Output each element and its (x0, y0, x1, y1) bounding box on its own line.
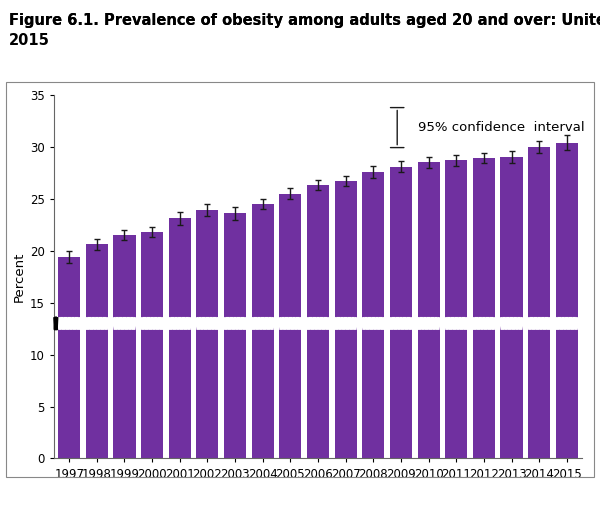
Bar (307, 186, 329, 458)
Bar (224, 213, 246, 458)
Y-axis label: Percent: Percent (13, 251, 26, 302)
Bar (196, 210, 218, 458)
Bar (528, 147, 550, 458)
Bar (445, 160, 467, 458)
Bar (390, 167, 412, 458)
Bar (169, 219, 191, 458)
Bar (113, 235, 136, 458)
Bar (473, 158, 495, 458)
Bar (86, 245, 108, 458)
Bar (279, 193, 301, 458)
Bar (58, 257, 80, 458)
Text: Figure 6.1. Prevalence of obesity among adults aged 20 and over: United States, : Figure 6.1. Prevalence of obesity among … (9, 13, 600, 48)
Text: 95% confidence  interval: 95% confidence interval (418, 121, 585, 134)
Bar (141, 232, 163, 458)
Text: Figure 6.1. Prevalence of obesity among adults aged 20 and over: United States, : Figure 6.1. Prevalence of obesity among … (9, 13, 600, 28)
Bar (418, 162, 440, 458)
Bar (251, 204, 274, 458)
Bar (556, 143, 578, 458)
Bar (500, 157, 523, 458)
Bar (335, 181, 357, 458)
Bar (362, 172, 385, 458)
